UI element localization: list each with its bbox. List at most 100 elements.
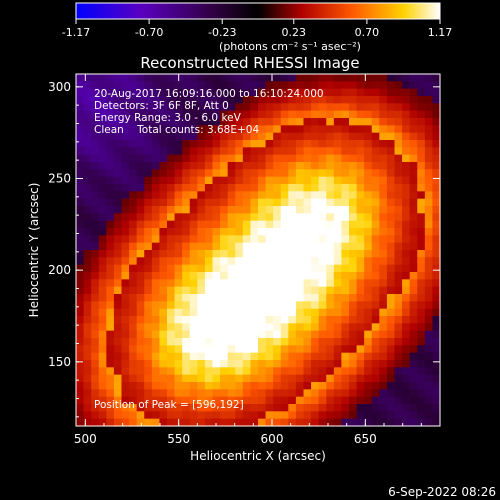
heatmap-cell xyxy=(288,374,297,383)
heatmap-cell xyxy=(265,118,274,126)
heatmap-cell xyxy=(242,418,252,427)
heatmap-cell xyxy=(189,338,198,346)
heatmap-cell xyxy=(265,184,274,192)
heatmap-cell xyxy=(197,360,206,368)
heatmap-cell xyxy=(371,264,380,273)
heatmap-cell xyxy=(212,198,221,207)
heatmap-cell xyxy=(303,389,312,398)
heatmap-cell xyxy=(212,96,221,104)
heatmap-cell xyxy=(379,389,388,398)
heatmap-cell xyxy=(258,162,267,170)
heatmap-cell xyxy=(250,162,259,170)
heatmap-cell xyxy=(326,382,335,390)
heatmap-cell xyxy=(333,418,343,427)
heatmap-cell xyxy=(409,220,418,229)
heatmap-cell xyxy=(424,206,434,214)
heatmap-cell xyxy=(273,176,282,185)
heatmap-cell xyxy=(227,206,236,214)
heatmap-cell xyxy=(197,286,206,295)
heatmap-cell xyxy=(242,118,252,126)
heatmap-cell xyxy=(227,360,236,368)
heatmap-cell xyxy=(386,228,396,236)
heatmap-cell xyxy=(432,374,441,383)
heatmap-cell xyxy=(83,198,92,207)
heatmap-cell xyxy=(258,264,267,273)
heatmap-cell xyxy=(151,228,161,236)
heatmap-cell xyxy=(364,132,373,141)
heatmap-cell xyxy=(364,235,373,244)
heatmap-cell xyxy=(151,206,161,214)
heatmap-cell xyxy=(288,118,297,126)
heatmap-cell xyxy=(182,235,191,244)
heatmap-cell xyxy=(204,294,214,302)
heatmap-cell xyxy=(106,96,115,104)
heatmap-cell xyxy=(197,235,206,244)
heatmap-cell xyxy=(98,367,107,376)
heatmap-cell xyxy=(151,294,161,302)
heatmap-cell xyxy=(341,338,350,346)
heatmap-cell xyxy=(265,360,274,368)
heatmap-cell xyxy=(265,286,274,295)
heatmap-cell xyxy=(83,382,92,390)
heatmap-cell xyxy=(144,96,153,104)
heatmap-cell xyxy=(303,191,312,200)
heatmap-cell xyxy=(113,220,123,229)
heatmap-cell xyxy=(303,206,312,214)
heatmap-cell xyxy=(326,206,335,214)
heatmap-cell xyxy=(121,74,130,82)
heatmap-cell xyxy=(364,250,373,258)
heatmap-cell xyxy=(197,103,206,112)
heatmap-cell xyxy=(83,74,92,82)
heatmap-cell xyxy=(371,235,380,244)
heatmap-cell xyxy=(212,147,221,156)
heatmap-cell xyxy=(424,264,434,273)
heatmap-cell xyxy=(258,242,267,251)
heatmap-cell xyxy=(303,396,312,405)
heatmap-cell xyxy=(235,147,244,156)
heatmap-cell xyxy=(106,147,115,156)
heatmap-cell xyxy=(273,213,282,222)
heatmap-cell xyxy=(356,338,365,346)
heatmap-cell xyxy=(91,242,100,251)
heatmap-cell xyxy=(227,367,236,376)
heatmap-cell xyxy=(197,396,206,405)
heatmap-cell xyxy=(432,88,441,97)
heatmap-cell xyxy=(212,235,221,244)
heatmap-cell xyxy=(417,191,426,200)
heatmap-cell xyxy=(265,301,274,310)
heatmap-cell xyxy=(333,228,343,236)
heatmap-cell xyxy=(280,360,289,368)
heatmap-cell xyxy=(311,352,320,361)
heatmap-cell xyxy=(318,176,327,185)
heatmap-cell xyxy=(424,338,434,346)
heatmap-cell xyxy=(379,96,388,104)
heatmap-cell xyxy=(242,352,252,361)
heatmap-cell xyxy=(280,110,289,119)
heatmap-cell xyxy=(227,88,236,97)
heatmap-cell xyxy=(258,404,267,412)
heatmap-cell xyxy=(295,140,305,148)
heatmap-cell xyxy=(326,103,335,112)
heatmap-cell xyxy=(295,191,305,200)
heatmap-cell xyxy=(106,389,115,398)
heatmap-cell xyxy=(129,279,138,288)
heatmap-cell xyxy=(424,316,434,324)
heatmap-cell xyxy=(189,132,198,141)
heatmap-cell xyxy=(311,110,320,119)
heatmap-cell xyxy=(356,352,365,361)
heatmap-cell xyxy=(129,154,138,163)
heatmap-cell xyxy=(167,132,176,141)
heatmap-cell xyxy=(121,389,130,398)
heatmap-cell xyxy=(394,404,403,412)
heatmap-cell xyxy=(265,389,274,398)
heatmap-cell xyxy=(273,220,282,229)
heatmap-cell xyxy=(136,213,145,222)
heatmap-cell xyxy=(197,345,206,354)
heatmap-cell xyxy=(113,191,123,200)
heatmap-cell xyxy=(356,140,365,148)
heatmap-cell xyxy=(83,286,92,295)
heatmap-cell xyxy=(136,404,145,412)
heatmap-cell xyxy=(326,338,335,346)
heatmap-cell xyxy=(91,88,100,97)
heatmap-cell xyxy=(280,418,289,427)
